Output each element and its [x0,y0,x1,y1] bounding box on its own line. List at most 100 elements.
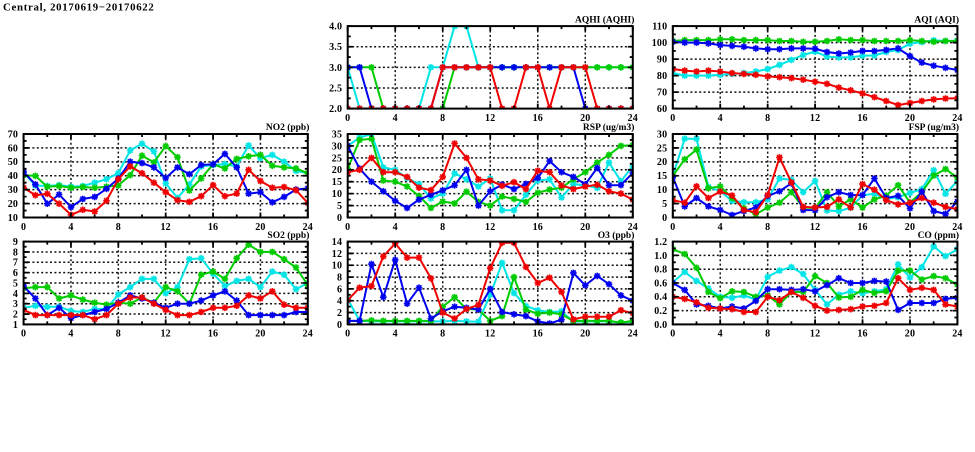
svg-text:0.4: 0.4 [654,292,667,303]
svg-text:4: 4 [13,289,18,300]
svg-text:0: 0 [662,213,667,224]
svg-text:0: 0 [337,213,342,224]
svg-text:0.0: 0.0 [654,320,667,331]
svg-text:20: 20 [580,222,590,233]
svg-text:4: 4 [393,222,398,233]
svg-text:30: 30 [657,129,667,140]
svg-text:24: 24 [628,113,638,124]
svg-text:110: 110 [652,22,667,33]
svg-text:7: 7 [13,258,18,269]
svg-text:20: 20 [657,157,667,168]
svg-text:AQHI (AQHI): AQHI (AQHI) [575,14,634,25]
svg-text:SO2 (ppb): SO2 (ppb) [267,230,309,241]
svg-text:0: 0 [345,113,350,124]
svg-text:6: 6 [13,268,18,279]
svg-text:16: 16 [857,222,867,233]
svg-text:16: 16 [857,113,867,124]
svg-text:5: 5 [337,201,342,212]
svg-text:4: 4 [68,329,73,340]
svg-text:12: 12 [485,329,495,340]
svg-text:2.5: 2.5 [329,83,342,94]
svg-text:CO (ppm): CO (ppm) [918,230,959,241]
svg-text:24: 24 [303,222,313,233]
svg-text:20: 20 [8,199,18,210]
svg-text:9: 9 [13,237,18,248]
svg-text:0: 0 [670,222,675,233]
svg-text:24: 24 [952,329,962,340]
svg-text:20: 20 [580,329,590,340]
svg-text:80: 80 [657,71,667,82]
svg-text:8: 8 [13,247,18,258]
svg-text:60: 60 [8,143,18,154]
svg-text:8: 8 [116,329,121,340]
svg-text:2.0: 2.0 [329,104,342,115]
svg-text:10: 10 [332,189,342,200]
svg-text:90: 90 [657,55,667,66]
svg-text:20: 20 [255,222,265,233]
svg-text:30: 30 [8,185,18,196]
svg-text:35: 35 [332,129,342,140]
svg-text:20: 20 [332,165,342,176]
svg-text:12: 12 [485,222,495,233]
svg-text:16: 16 [533,329,543,340]
svg-text:20: 20 [905,222,915,233]
svg-text:O3 (ppb): O3 (ppb) [598,230,635,241]
svg-text:20: 20 [905,113,915,124]
svg-text:16: 16 [857,329,867,340]
svg-text:4: 4 [393,329,398,340]
svg-text:RSP (ug/m3): RSP (ug/m3) [583,122,634,133]
svg-text:8: 8 [765,113,770,124]
svg-text:8: 8 [440,329,445,340]
svg-text:16: 16 [208,329,218,340]
svg-text:25: 25 [332,153,342,164]
svg-text:70: 70 [8,129,18,140]
svg-text:0: 0 [345,329,350,340]
svg-text:10: 10 [332,261,342,272]
svg-text:25: 25 [657,143,667,154]
svg-text:16: 16 [208,222,218,233]
svg-text:12: 12 [810,113,820,124]
svg-text:4: 4 [393,113,398,124]
svg-text:20: 20 [905,329,915,340]
svg-text:0: 0 [345,222,350,233]
svg-text:4: 4 [68,222,73,233]
svg-text:70: 70 [657,88,667,99]
svg-text:100: 100 [652,38,668,49]
svg-text:20: 20 [580,113,590,124]
svg-text:12: 12 [160,329,170,340]
svg-text:0.6: 0.6 [654,278,667,289]
svg-text:1: 1 [13,320,18,331]
svg-text:12: 12 [332,249,342,260]
svg-text:12: 12 [810,222,820,233]
svg-text:8: 8 [337,272,342,283]
svg-text:4: 4 [718,222,723,233]
svg-text:0: 0 [670,329,675,340]
svg-text:FSP (ug/m3): FSP (ug/m3) [909,122,959,133]
svg-text:14: 14 [332,237,342,248]
svg-text:5: 5 [13,278,18,289]
svg-text:0: 0 [337,320,342,331]
svg-text:40: 40 [8,171,18,182]
svg-text:2: 2 [13,309,18,320]
svg-text:4: 4 [337,296,342,307]
svg-text:20: 20 [255,329,265,340]
svg-text:2: 2 [337,308,342,319]
svg-text:4: 4 [718,113,723,124]
svg-text:6: 6 [337,284,342,295]
svg-text:0.8: 0.8 [654,265,667,276]
svg-text:AQI (AQI): AQI (AQI) [914,14,959,25]
svg-text:12: 12 [160,222,170,233]
svg-text:30: 30 [332,141,342,152]
svg-text:8: 8 [765,222,770,233]
svg-text:60: 60 [657,104,667,115]
svg-text:50: 50 [8,157,18,168]
svg-text:15: 15 [332,177,342,188]
svg-text:3: 3 [13,299,18,310]
svg-text:1.2: 1.2 [654,237,667,248]
svg-text:10: 10 [8,213,18,224]
svg-text:16: 16 [533,113,543,124]
svg-text:24: 24 [628,222,638,233]
svg-text:24: 24 [303,329,313,340]
svg-text:0: 0 [670,113,675,124]
svg-text:8: 8 [765,329,770,340]
